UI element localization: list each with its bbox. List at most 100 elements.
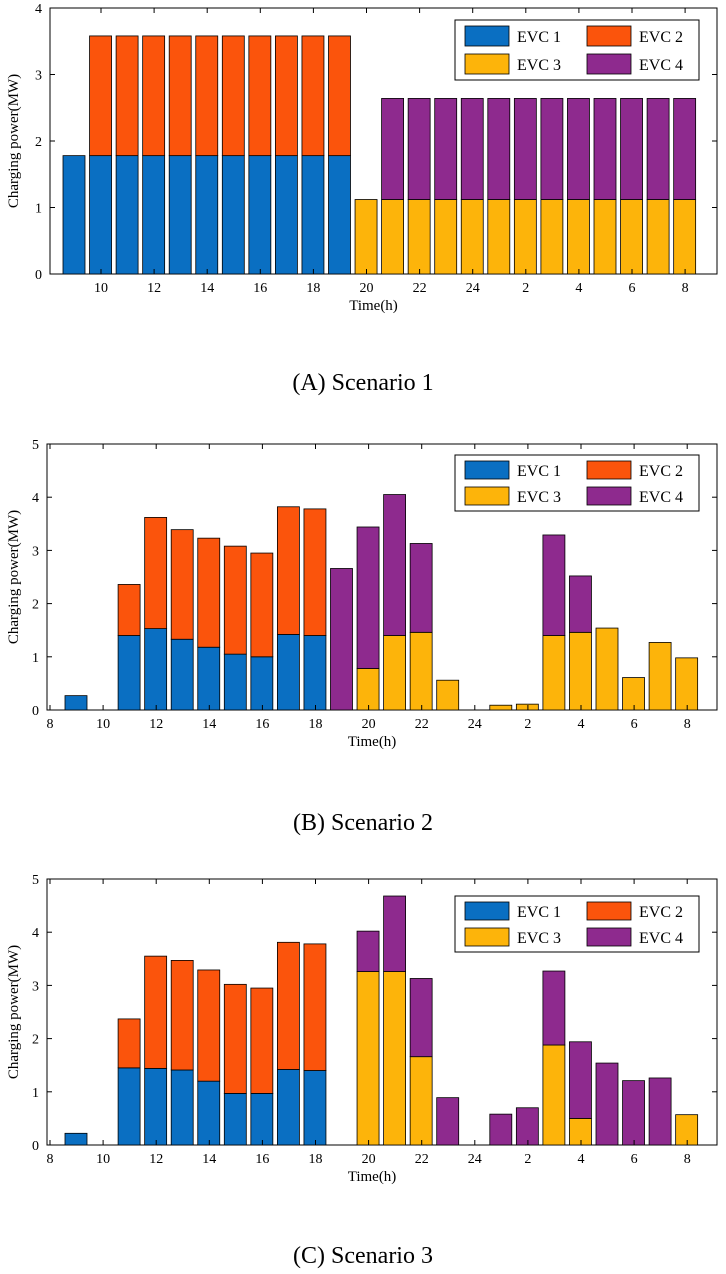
bar-evc1-h13 — [168, 155, 192, 275]
y-tick-label: 2 — [32, 1033, 39, 1048]
bar-evc2-h18 — [303, 508, 327, 636]
bar-evc4-h21 — [383, 494, 407, 636]
x-tick-label: 8 — [682, 281, 689, 296]
bar-evc3-h24 — [460, 199, 484, 275]
bar-evc1-h15 — [221, 155, 245, 275]
bar-evc4-h4 — [569, 1041, 592, 1119]
x-tick-label: 24 — [466, 281, 480, 296]
bar-evc4-h3 — [542, 970, 566, 1046]
legend-label-evc1: EVC 1 — [517, 904, 561, 921]
bar-evc3-h8 — [675, 657, 699, 711]
x-tick-label: 6 — [631, 717, 638, 732]
bar-evc3-h6 — [622, 677, 645, 711]
x-tick-label: 20 — [360, 281, 374, 296]
legend-swatch-evc4 — [586, 486, 632, 506]
bar-evc4-h20 — [356, 930, 380, 972]
y-tick-label: 2 — [32, 598, 39, 613]
legend-label-evc3: EVC 3 — [517, 57, 561, 74]
bar-evc3-h1 — [489, 704, 513, 711]
bar-evc4-h5 — [593, 98, 617, 200]
bar-evc3-h23 — [436, 679, 460, 711]
x-tick-label: 10 — [94, 281, 108, 296]
legend-label-evc2: EVC 2 — [639, 463, 683, 480]
x-tick-label: 18 — [309, 1152, 323, 1167]
bar-evc3-h4 — [569, 631, 592, 711]
bar-evc1-h11 — [115, 155, 139, 275]
y-axis-label: Charging power(MW) — [6, 510, 22, 644]
bar-evc1-h18 — [301, 155, 325, 275]
bar-evc4-h4 — [567, 98, 590, 200]
bar-evc4-h22 — [407, 98, 431, 200]
bar-evc3-h8 — [673, 199, 697, 275]
plot-frame — [46, 443, 718, 711]
bar-evc1-h12 — [142, 155, 166, 275]
y-tick-label: 0 — [35, 268, 42, 283]
y-tick-label: 1 — [35, 202, 42, 217]
bar-evc3-h3 — [540, 199, 564, 275]
bar-evc2-h11 — [115, 35, 139, 157]
legend-label-evc4: EVC 4 — [639, 930, 683, 947]
x-tick-label: 12 — [149, 717, 163, 732]
x-tick-label: 8 — [47, 717, 54, 732]
x-tick-label: 8 — [684, 717, 691, 732]
bar-evc1-h11 — [117, 635, 141, 711]
x-tick-label: 6 — [631, 1152, 638, 1167]
bar-evc4-h7 — [648, 1077, 672, 1146]
bar-evc1-h15 — [223, 653, 247, 711]
x-tick-label: 2 — [524, 1152, 531, 1167]
bar-evc4-h22 — [409, 543, 433, 633]
bar-evc2-h17 — [276, 941, 300, 1070]
x-tick-label: 4 — [575, 281, 582, 296]
bar-evc2-h19 — [328, 35, 351, 157]
bar-evc2-h14 — [197, 537, 221, 648]
bar-evc4-h21 — [383, 895, 407, 972]
y-axis-label: Charging power(MW) — [6, 74, 22, 208]
bar-evc2-h12 — [142, 35, 166, 157]
legend-swatch-evc1 — [464, 460, 510, 480]
bar-evc1-h10 — [89, 155, 112, 275]
bar-evc1-h18 — [303, 1070, 327, 1146]
bar-evc2-h18 — [301, 35, 325, 157]
bar-evc2-h17 — [276, 506, 300, 635]
bar-evc4-h2 — [515, 1107, 539, 1146]
legend-swatch-evc1 — [464, 25, 510, 47]
bar-evc1-h12 — [144, 628, 168, 711]
bar-evc3-h2 — [513, 199, 537, 275]
y-tick-label: 1 — [32, 1086, 39, 1101]
legend-swatch-evc4 — [586, 53, 632, 75]
legend-label-evc2: EVC 2 — [639, 904, 683, 921]
x-tick-label: 6 — [629, 281, 636, 296]
bar-evc4-h23 — [436, 1097, 460, 1146]
bar-evc1-h18 — [303, 635, 327, 711]
bar-evc4-h3 — [540, 98, 564, 200]
bar-evc4-h1 — [489, 1113, 513, 1146]
bar-evc1-h16 — [250, 1093, 274, 1146]
bar-evc2-h15 — [221, 35, 245, 157]
x-tick-label: 14 — [200, 281, 214, 296]
bar-evc3-h4 — [569, 1118, 592, 1146]
y-tick-label: 3 — [32, 544, 39, 559]
x-tick-label: 24 — [468, 1152, 482, 1167]
bar-evc3-h21 — [381, 199, 405, 275]
panel-caption: (B) Scenario 2 — [293, 810, 433, 836]
bar-evc2-h11 — [117, 584, 141, 636]
bar-evc3-h2 — [515, 703, 539, 711]
y-tick-label: 5 — [32, 438, 39, 453]
bar-evc4-h6 — [620, 98, 643, 200]
legend: EVC 1 EVC 2 EVC 3 EVC 4 — [454, 895, 700, 953]
legend-label-evc4: EVC 4 — [639, 57, 683, 74]
bar-evc2-h14 — [197, 969, 221, 1082]
legend-label-evc1: EVC 1 — [517, 463, 561, 480]
bar-evc2-h15 — [223, 983, 247, 1094]
legend-swatch-evc2 — [586, 25, 632, 47]
x-tick-label: 10 — [96, 717, 110, 732]
legend-label-evc3: EVC 3 — [517, 489, 561, 506]
bar-evc4-h8 — [673, 98, 697, 200]
x-tick-label: 12 — [147, 281, 161, 296]
bar-evc3-h3 — [542, 635, 566, 711]
bar-evc1-h9 — [64, 1132, 88, 1146]
bar-evc1-h13 — [170, 638, 194, 711]
bar-evc1-h13 — [170, 1069, 194, 1146]
